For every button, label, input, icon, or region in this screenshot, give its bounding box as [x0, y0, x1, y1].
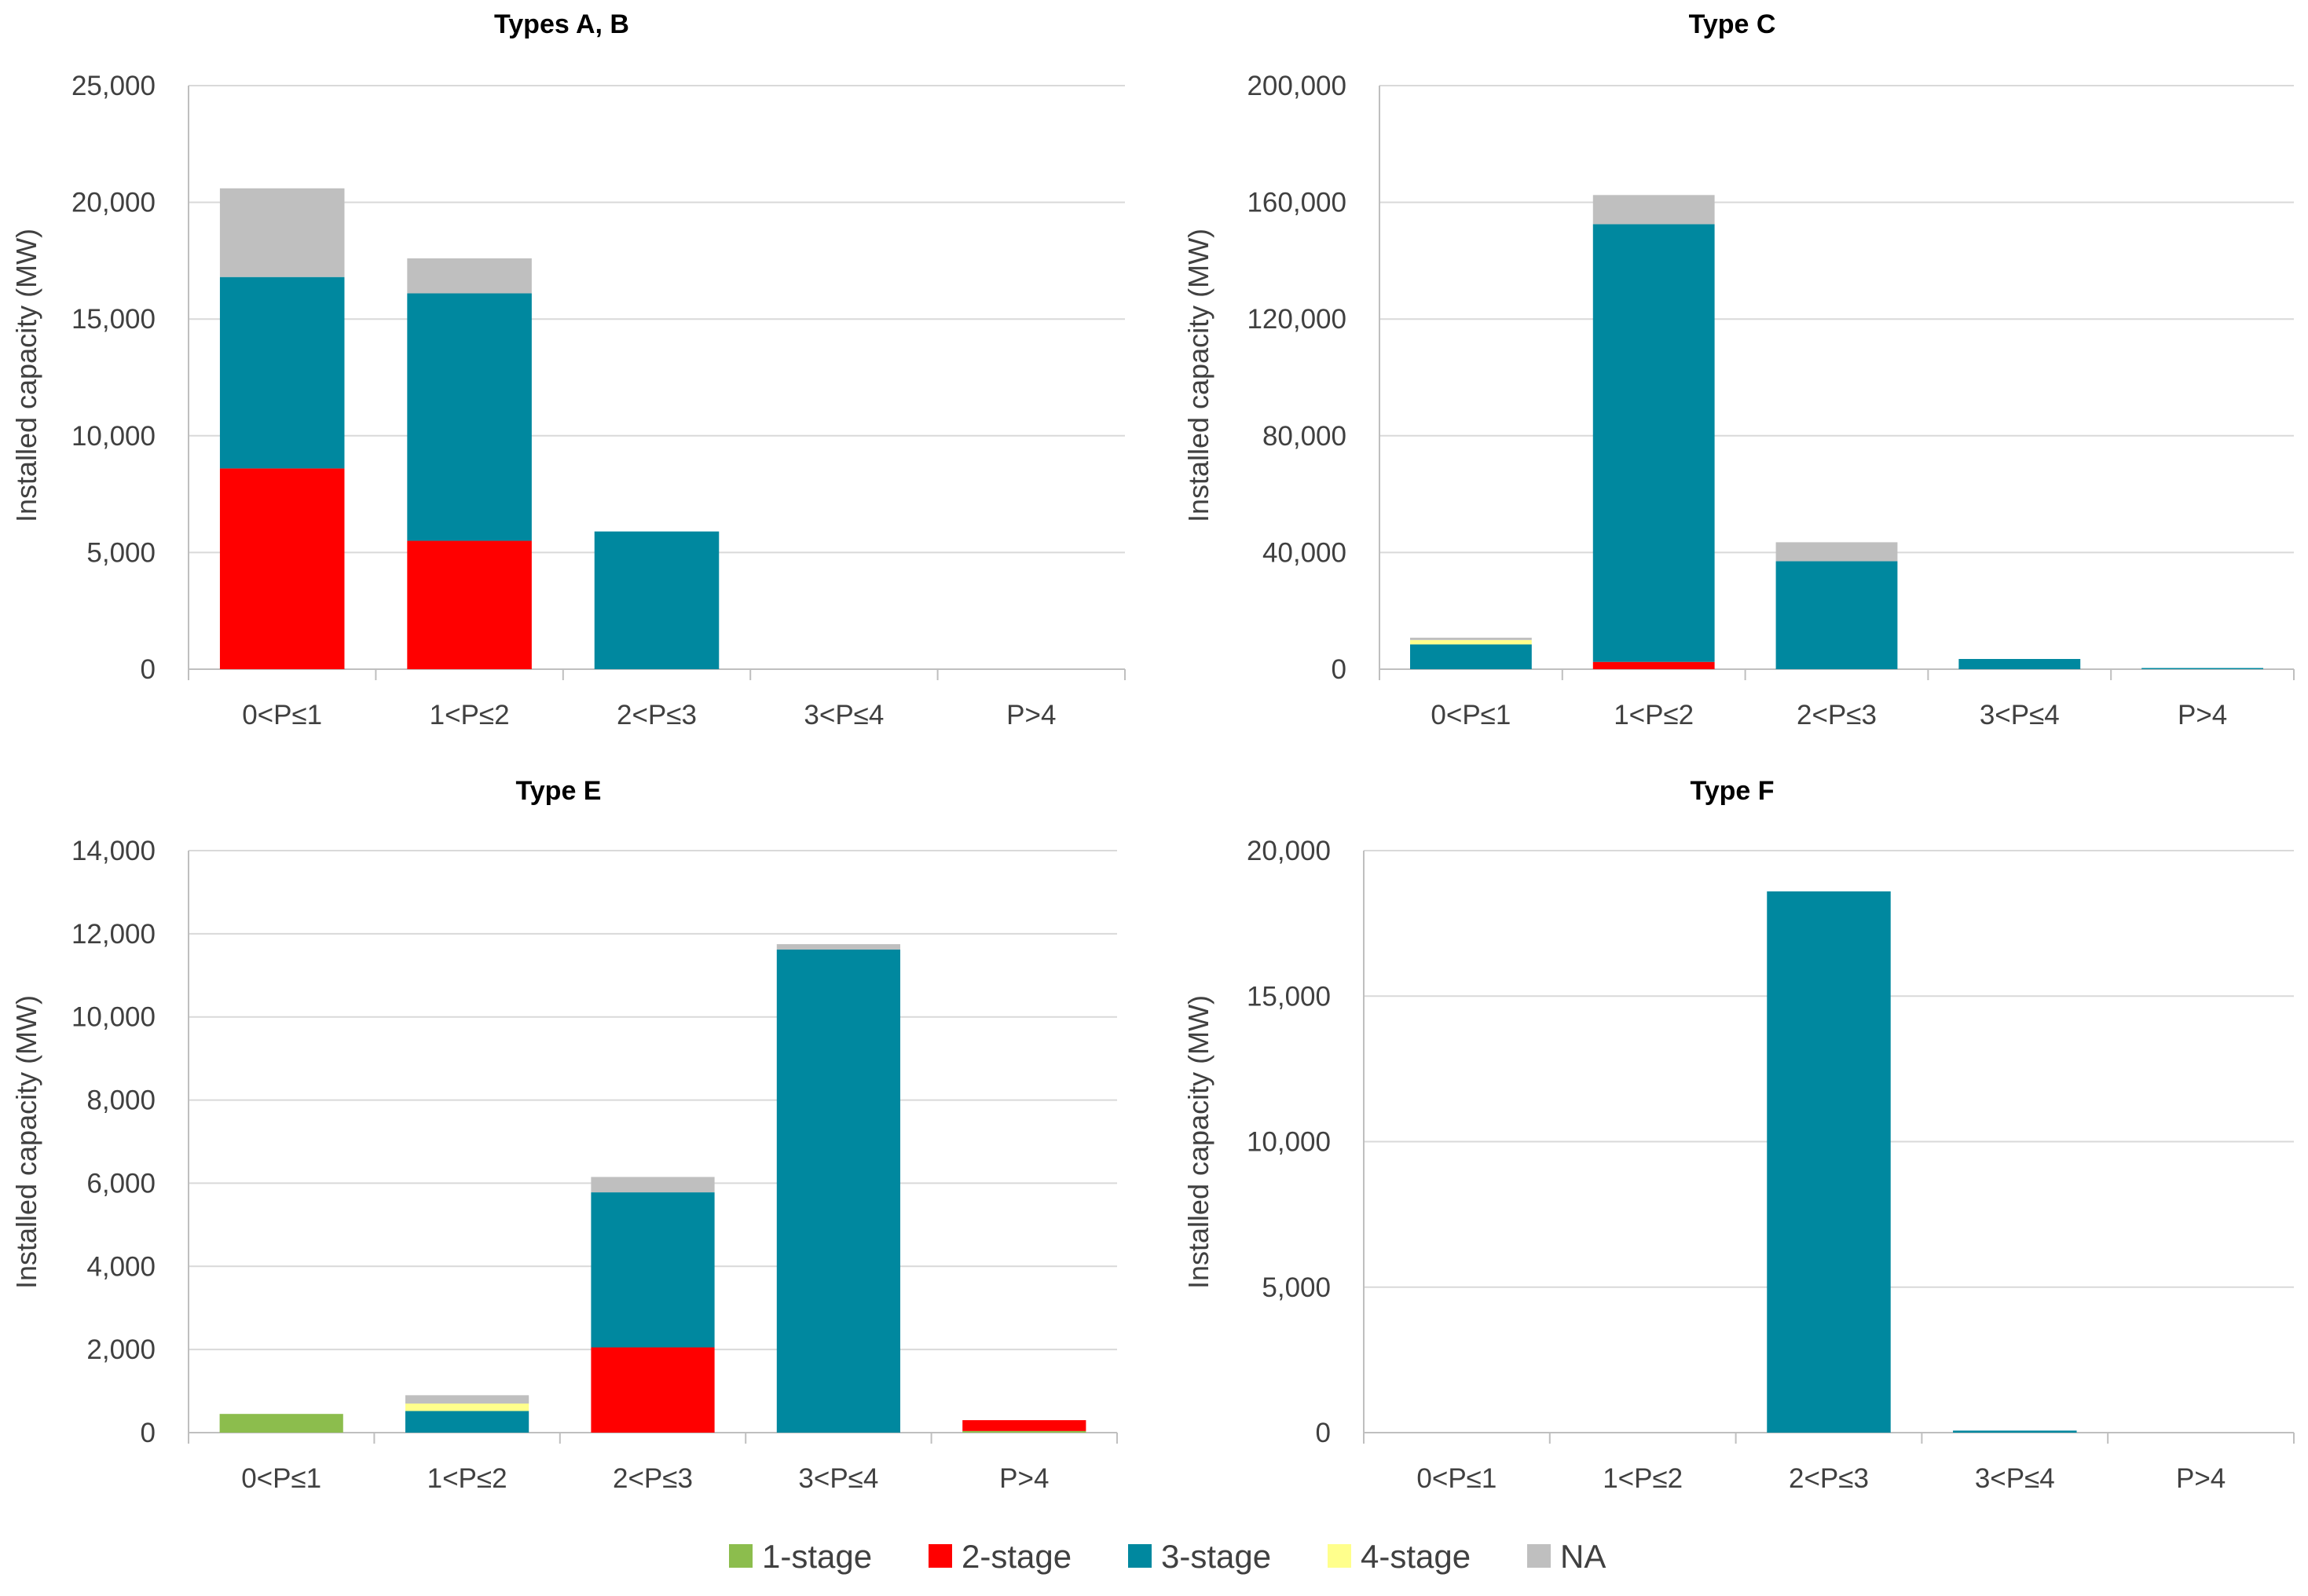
y-tick-label: 80,000 — [1262, 421, 1346, 452]
chart-title: Type F — [1690, 776, 1774, 806]
x-tick-label: P>4 — [2178, 700, 2227, 730]
legend-label-2-stage: 2-stage — [962, 1538, 1072, 1575]
bar-2-stage-4 — [962, 1420, 1086, 1431]
y-tick-label: 5,000 — [1262, 1272, 1331, 1303]
x-tick-label: P>4 — [999, 1463, 1049, 1494]
bar-na-0 — [1409, 637, 1532, 640]
x-tick-label: 2<P≤3 — [1797, 700, 1877, 730]
legend-label-1-stage: 1-stage — [762, 1538, 872, 1575]
x-tick-label: 1<P≤2 — [427, 1463, 507, 1494]
y-tick-label: 20,000 — [1247, 836, 1331, 866]
chart-types-a-b: Types A, B Installed capacity (MW) 0 5,00… — [10, 9, 1126, 730]
legend-swatch-1-stage — [729, 1544, 753, 1568]
y-axis-label: Installed capacity (MW) — [1182, 229, 1214, 522]
x-tick-label: 3<P≤4 — [1980, 700, 2060, 730]
legend-swatch-4-stage — [1328, 1544, 1351, 1568]
bar-3-stage-1 — [405, 1411, 529, 1433]
bar-1-stage-0 — [219, 1414, 343, 1433]
x-tick-label: 0<P≤1 — [1431, 700, 1511, 730]
y-tick-label: 40,000 — [1262, 537, 1346, 568]
x-tick-label: 1<P≤2 — [430, 700, 510, 730]
legend-swatch-2-stage — [929, 1544, 952, 1568]
y-tick-label: 14,000 — [71, 836, 156, 866]
bar-na-1 — [1592, 195, 1715, 225]
y-tick-label: 10,000 — [1247, 1127, 1331, 1158]
y-tick-label: 4,000 — [86, 1251, 156, 1282]
chart-type-e: Type E Installed capacity (MW) 0 2,000 4,0… — [10, 776, 1118, 1494]
legend-swatch-na — [1527, 1544, 1551, 1568]
bar-3-stage-2 — [1775, 561, 1898, 669]
bar-2-stage-1 — [407, 540, 532, 669]
y-tick-label: 10,000 — [71, 421, 156, 452]
bar-na-1 — [407, 258, 532, 294]
y-tick-label: 6,000 — [86, 1168, 156, 1199]
legend-label-na: NA — [1560, 1538, 1606, 1575]
x-tick-label: 0<P≤1 — [1416, 1463, 1497, 1494]
y-tick-label: 0 — [141, 654, 156, 685]
bar-3-stage-0 — [219, 276, 345, 469]
legend-label-3-stage: 3-stage — [1161, 1538, 1271, 1575]
x-tick-label: P>4 — [1006, 700, 1056, 730]
bar-3-stage-3 — [1958, 658, 2081, 669]
bar-na-2 — [1775, 542, 1898, 562]
bar-na-3 — [776, 944, 901, 950]
y-tick-label: 15,000 — [71, 304, 156, 335]
legend-swatch-3-stage — [1128, 1544, 1152, 1568]
x-tick-label: P>4 — [2176, 1463, 2226, 1494]
bar-3-stage-2 — [1767, 891, 1891, 1433]
y-tick-label: 120,000 — [1247, 304, 1346, 335]
x-tick-label: 3<P≤4 — [804, 700, 884, 730]
chart-title: Type C — [1689, 9, 1776, 39]
bar-2-stage-1 — [1592, 661, 1715, 669]
chart-type-c: Type C Installed capacity (MW) 0 40,000 80… — [1182, 9, 2295, 730]
y-tick-label: 15,000 — [1247, 981, 1331, 1012]
bar-na-0 — [219, 188, 345, 277]
y-tick-label: 5,000 — [86, 537, 156, 568]
bar-3-stage-1 — [1592, 224, 1715, 662]
y-tick-label: 160,000 — [1247, 188, 1346, 218]
bar-3-stage-4 — [2141, 668, 2264, 669]
bar-3-stage-2 — [591, 1192, 715, 1348]
x-tick-label: 1<P≤2 — [1603, 1463, 1683, 1494]
y-tick-label: 12,000 — [71, 919, 156, 950]
y-axis-label: Installed capacity (MW) — [1182, 995, 1214, 1289]
bar-1-stage-4 — [962, 1430, 1086, 1433]
bar-3-stage-1 — [407, 293, 532, 541]
y-axis-label: Installed capacity (MW) — [10, 995, 42, 1289]
bar-3-stage-3 — [1953, 1430, 2077, 1433]
chart-type-f: Type F Installed capacity (MW) 0 5,000 10,… — [1182, 776, 2295, 1494]
y-tick-label: 20,000 — [71, 188, 156, 218]
x-tick-label: 0<P≤1 — [241, 1463, 321, 1494]
x-tick-label: 3<P≤4 — [798, 1463, 878, 1494]
y-tick-label: 0 — [1332, 654, 1346, 685]
y-tick-label: 10,000 — [71, 1002, 156, 1033]
y-tick-label: 200,000 — [1247, 71, 1346, 101]
legend: 1-stage 2-stage 3-stage 4-stage NA — [729, 1538, 1606, 1575]
x-tick-label: 3<P≤4 — [1975, 1463, 2055, 1494]
bar-4-stage-0 — [1409, 639, 1532, 645]
y-tick-label: 0 — [1316, 1418, 1331, 1448]
y-tick-label: 25,000 — [71, 71, 156, 101]
legend-label-4-stage: 4-stage — [1361, 1538, 1471, 1575]
bar-3-stage-2 — [594, 531, 720, 669]
x-tick-label: 2<P≤3 — [1789, 1463, 1869, 1494]
bar-3-stage-0 — [1409, 644, 1532, 669]
y-tick-label: 8,000 — [86, 1085, 156, 1116]
x-tick-label: 1<P≤2 — [1614, 700, 1694, 730]
bar-2-stage-2 — [591, 1347, 715, 1433]
x-tick-label: 0<P≤1 — [242, 700, 322, 730]
x-tick-label: 2<P≤3 — [617, 700, 697, 730]
x-tick-label: 2<P≤3 — [613, 1463, 693, 1494]
y-tick-label: 0 — [141, 1418, 156, 1448]
chart-title: Type E — [516, 776, 602, 806]
bar-3-stage-3 — [776, 949, 901, 1433]
bar-na-1 — [405, 1395, 529, 1404]
bar-4-stage-1 — [405, 1403, 529, 1411]
bar-2-stage-0 — [219, 468, 345, 669]
bar-na-2 — [591, 1177, 715, 1193]
y-tick-label: 2,000 — [86, 1334, 156, 1365]
chart-title: Types A, B — [494, 9, 629, 39]
y-axis-label: Installed capacity (MW) — [10, 229, 42, 522]
